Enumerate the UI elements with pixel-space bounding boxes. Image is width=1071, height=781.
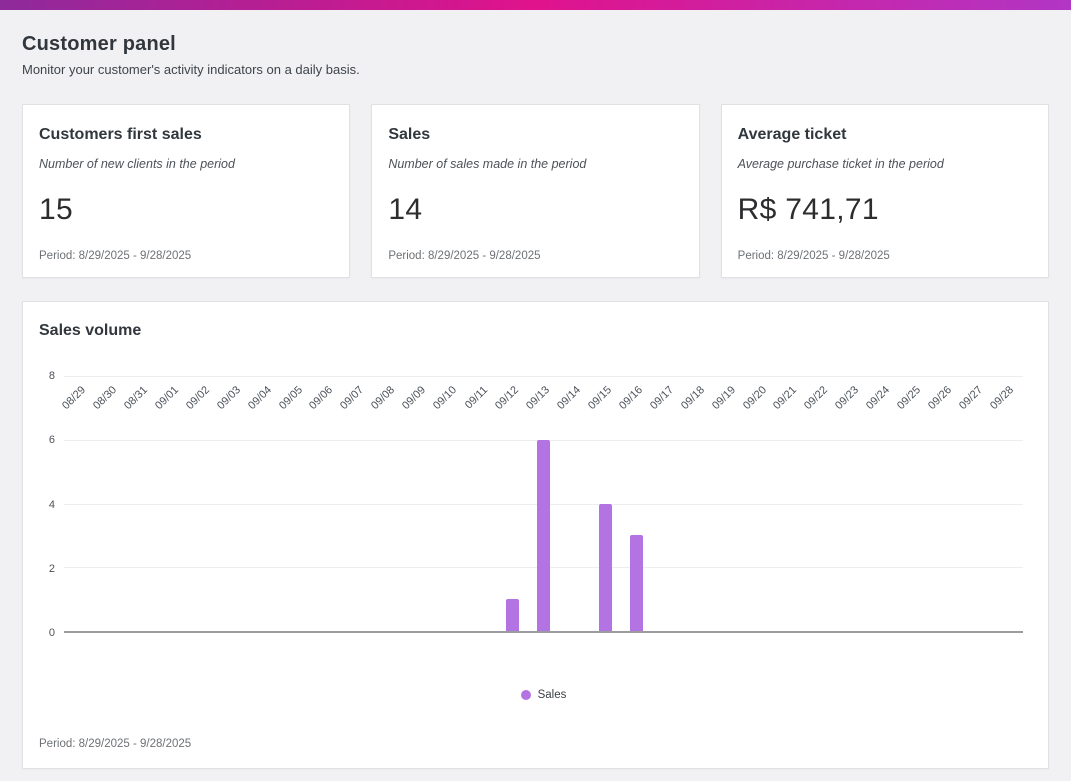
x-tick-label-09/23: 09/23 bbox=[833, 384, 862, 412]
x-tick-label-09/01: 09/01 bbox=[152, 384, 181, 412]
x-tick-label-09/18: 09/18 bbox=[678, 384, 707, 412]
x-tick-label-09/05: 09/05 bbox=[276, 384, 305, 412]
x-tick-label-09/09: 09/09 bbox=[400, 384, 429, 412]
sales-volume-plot[interactable]: 08/29 08/30 08/31 09/01 09/02 09/03 09/04 09/05… bbox=[60, 376, 1023, 633]
y-axis-labels: 0 2 4 6 8 bbox=[39, 370, 64, 639]
page-subtitle: Monitor your customer's activity indicat… bbox=[22, 62, 360, 77]
bar-09/15[interactable] bbox=[598, 503, 612, 631]
chart-period: Period: 8/29/2025 - 9/28/2025 bbox=[39, 738, 192, 750]
x-tick-label-08/30: 08/30 bbox=[90, 384, 119, 412]
main-content: Customer panel Monitor your customer's a… bbox=[0, 33, 1071, 769]
legend-label: Sales bbox=[537, 689, 567, 701]
page-title: Customer panel bbox=[22, 33, 176, 55]
x-tick-label-09/12: 09/12 bbox=[493, 384, 522, 412]
legend-item-sales[interactable]: Sales bbox=[520, 689, 567, 701]
x-tick-label-09/11: 09/11 bbox=[462, 384, 491, 412]
stat-cards-row: Customers first sales Number of new clie… bbox=[22, 104, 1049, 278]
y-tick-label-2: 2 bbox=[48, 562, 55, 575]
gridline-y8 bbox=[64, 376, 1023, 377]
x-tick-label-09/14: 09/14 bbox=[554, 384, 583, 412]
page-header: Customer panel Monitor your customer's a… bbox=[22, 33, 1049, 77]
stat-card-value: R$ 741,71 bbox=[737, 193, 879, 226]
x-tick-label-09/04: 09/04 bbox=[245, 384, 274, 412]
x-tick-label-08/31: 08/31 bbox=[121, 384, 150, 412]
stat-card-period: Period: 8/29/2025 - 9/28/2025 bbox=[388, 250, 541, 262]
bar-09/13[interactable] bbox=[537, 439, 550, 631]
stat-card-title: Sales bbox=[388, 126, 431, 143]
x-tick-label-09/24: 09/24 bbox=[864, 384, 893, 412]
stat-card-period: Period: 8/29/2025 - 9/28/2025 bbox=[737, 250, 890, 262]
x-tick-label-09/27: 09/27 bbox=[957, 384, 986, 412]
x-tick-label-09/08: 09/08 bbox=[369, 384, 398, 412]
x-tick-label-09/25: 09/25 bbox=[895, 384, 924, 412]
legend-dot bbox=[520, 690, 531, 700]
y-tick-label-0: 0 bbox=[48, 627, 55, 639]
x-tick-label-08/29: 08/29 bbox=[60, 384, 88, 412]
stat-card-value: 14 bbox=[388, 193, 423, 226]
x-axis-label-space bbox=[39, 633, 1032, 689]
stat-card-description: Average purchase ticket in the period bbox=[737, 157, 944, 171]
x-tick-label-09/19: 09/19 bbox=[709, 384, 738, 412]
chart-legend: Sales bbox=[64, 689, 1023, 701]
x-tick-label-09/02: 09/02 bbox=[183, 384, 212, 412]
y-tick-label-4: 4 bbox=[48, 498, 55, 511]
x-tick-label-09/16: 09/16 bbox=[616, 384, 645, 412]
x-tick-label-09/20: 09/20 bbox=[740, 384, 769, 412]
stat-card-title: Average ticket bbox=[737, 126, 847, 143]
x-tick-label-09/28: 09/28 bbox=[988, 384, 1017, 412]
stat-card-period: Period: 8/29/2025 - 9/28/2025 bbox=[39, 250, 192, 262]
x-tick-label-09/10: 09/10 bbox=[431, 384, 460, 412]
x-tick-label-09/21: 09/21 bbox=[771, 384, 800, 412]
stat-card-average-ticket: Average ticket Average purchase ticket i… bbox=[720, 104, 1049, 278]
stat-card-title: Customers first sales bbox=[39, 126, 202, 143]
bar-09/16[interactable] bbox=[629, 535, 643, 631]
stat-card-description: Number of sales made in the period bbox=[388, 157, 587, 171]
x-tick-label-09/26: 09/26 bbox=[926, 384, 955, 412]
x-tick-label-09/17: 09/17 bbox=[647, 384, 676, 412]
x-tick-label-09/07: 09/07 bbox=[338, 384, 367, 412]
x-tick-label-09/15: 09/15 bbox=[585, 384, 614, 412]
x-tick-label-09/06: 09/06 bbox=[307, 384, 336, 412]
bar-09/12[interactable] bbox=[506, 599, 520, 631]
stat-card-sales: Sales Number of sales made in the period… bbox=[371, 104, 700, 278]
stat-card-customers-first-sales: Customers first sales Number of new clie… bbox=[22, 104, 351, 278]
x-tick-label-09/13: 09/13 bbox=[524, 384, 552, 412]
chart-title: Sales volume bbox=[39, 322, 142, 339]
y-tick-label-6: 6 bbox=[48, 434, 55, 447]
top-accent-bar bbox=[0, 0, 1071, 10]
x-tick-label-09/03: 09/03 bbox=[214, 384, 243, 412]
y-tick-label-8: 8 bbox=[48, 370, 55, 382]
x-tick-label-09/22: 09/22 bbox=[802, 384, 831, 412]
stat-card-description: Number of new clients in the period bbox=[39, 157, 235, 171]
stat-card-value: 15 bbox=[39, 193, 73, 226]
